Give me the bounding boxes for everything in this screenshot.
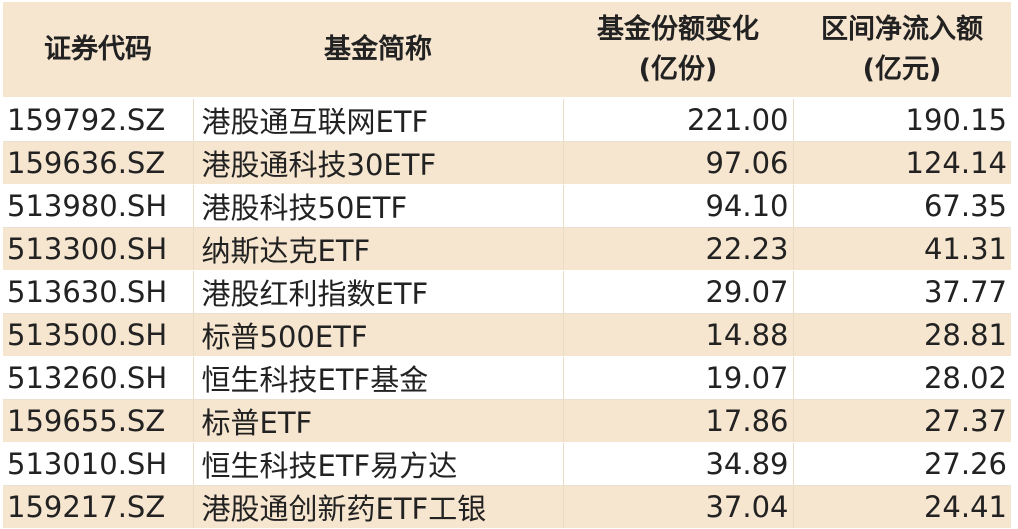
cell-code: 513300.SH xyxy=(3,227,194,271)
cell-name: 港股通科技30ETF xyxy=(193,141,564,185)
cell-code: 513260.SH xyxy=(3,356,194,400)
cell-name: 标普ETF xyxy=(193,399,564,443)
header-name: 基金简称 xyxy=(193,2,563,99)
cell-net-inflow: 37.77 xyxy=(793,270,1011,314)
cell-share-change: 22.23 xyxy=(563,227,794,271)
cell-share-change: 29.07 xyxy=(563,270,794,314)
header-code: 证券代码 xyxy=(3,2,193,99)
table-row: 159655.SZ 标普ETF 17.86 27.37 xyxy=(3,399,1011,443)
header-code-label: 证券代码 xyxy=(44,33,152,65)
cell-net-inflow: 41.31 xyxy=(793,227,1011,271)
cell-code: 159636.SZ xyxy=(3,141,194,185)
cell-name: 标普500ETF xyxy=(193,313,564,357)
cell-share-change: 94.10 xyxy=(563,184,794,228)
header-net-inflow: 区间净流入额 (亿元) xyxy=(793,2,1011,99)
cell-code: 159792.SZ xyxy=(3,98,194,142)
header-name-label: 基金简称 xyxy=(324,33,432,65)
cell-name: 港股通互联网ETF xyxy=(193,98,564,142)
cell-net-inflow: 190.15 xyxy=(793,98,1011,142)
cell-share-change: 19.07 xyxy=(563,356,794,400)
cell-share-change: 37.04 xyxy=(563,485,794,529)
table-row: 513010.SH 恒生科技ETF易方达 34.89 27.26 xyxy=(3,442,1011,486)
cell-code: 513500.SH xyxy=(3,313,194,357)
cell-name: 恒生科技ETF易方达 xyxy=(193,442,564,486)
table-row: 159792.SZ 港股通互联网ETF 221.00 190.15 xyxy=(3,98,1011,142)
cell-code: 159217.SZ xyxy=(3,485,194,529)
header-net-inflow-label: 区间净流入额 xyxy=(821,13,983,45)
cell-name: 港股红利指数ETF xyxy=(193,270,564,314)
cell-name: 港股科技50ETF xyxy=(193,184,564,228)
cell-net-inflow: 124.14 xyxy=(793,141,1011,185)
header-share-change: 基金份额变化 (亿份) xyxy=(563,2,793,99)
cell-code: 513980.SH xyxy=(3,184,194,228)
cell-code: 513010.SH xyxy=(3,442,194,486)
cell-share-change: 14.88 xyxy=(563,313,794,357)
cell-code: 159655.SZ xyxy=(3,399,194,443)
table-row: 513500.SH 标普500ETF 14.88 28.81 xyxy=(3,313,1011,357)
cell-net-inflow: 27.26 xyxy=(793,442,1011,486)
cell-net-inflow: 67.35 xyxy=(793,184,1011,228)
table-row: 513630.SH 港股红利指数ETF 29.07 37.77 xyxy=(3,270,1011,314)
cell-net-inflow: 28.81 xyxy=(793,313,1011,357)
header-net-inflow-unit: (亿元) xyxy=(862,53,942,85)
cell-share-change: 221.00 xyxy=(563,98,794,142)
cell-net-inflow: 28.02 xyxy=(793,356,1011,400)
cell-name: 港股通创新药ETF工银 xyxy=(193,485,564,529)
header-share-change-label: 基金份额变化 xyxy=(597,13,759,45)
cell-name: 纳斯达克ETF xyxy=(193,227,564,271)
cell-share-change: 17.86 xyxy=(563,399,794,443)
cell-share-change: 34.89 xyxy=(563,442,794,486)
cell-net-inflow: 24.41 xyxy=(793,485,1011,529)
cell-net-inflow: 27.37 xyxy=(793,399,1011,443)
cell-code: 513630.SH xyxy=(3,270,194,314)
header-row: 证券代码 基金简称 基金份额变化 (亿份) 区间净流入额 (亿元) xyxy=(3,2,1011,99)
header-share-change-unit: (亿份) xyxy=(638,53,718,85)
table-row: 159217.SZ 港股通创新药ETF工银 37.04 24.41 xyxy=(3,485,1011,529)
cell-share-change: 97.06 xyxy=(563,141,794,185)
table-row: 159636.SZ 港股通科技30ETF 97.06 124.14 xyxy=(3,141,1011,185)
table-row: 513300.SH 纳斯达克ETF 22.23 41.31 xyxy=(3,227,1011,271)
table-row: 513260.SH 恒生科技ETF基金 19.07 28.02 xyxy=(3,356,1011,400)
table-row: 513980.SH 港股科技50ETF 94.10 67.35 xyxy=(3,184,1011,228)
etf-flow-table: 证券代码 基金简称 基金份额变化 (亿份) 区间净流入额 (亿元) 159792… xyxy=(3,2,1011,529)
cell-name: 恒生科技ETF基金 xyxy=(193,356,564,400)
